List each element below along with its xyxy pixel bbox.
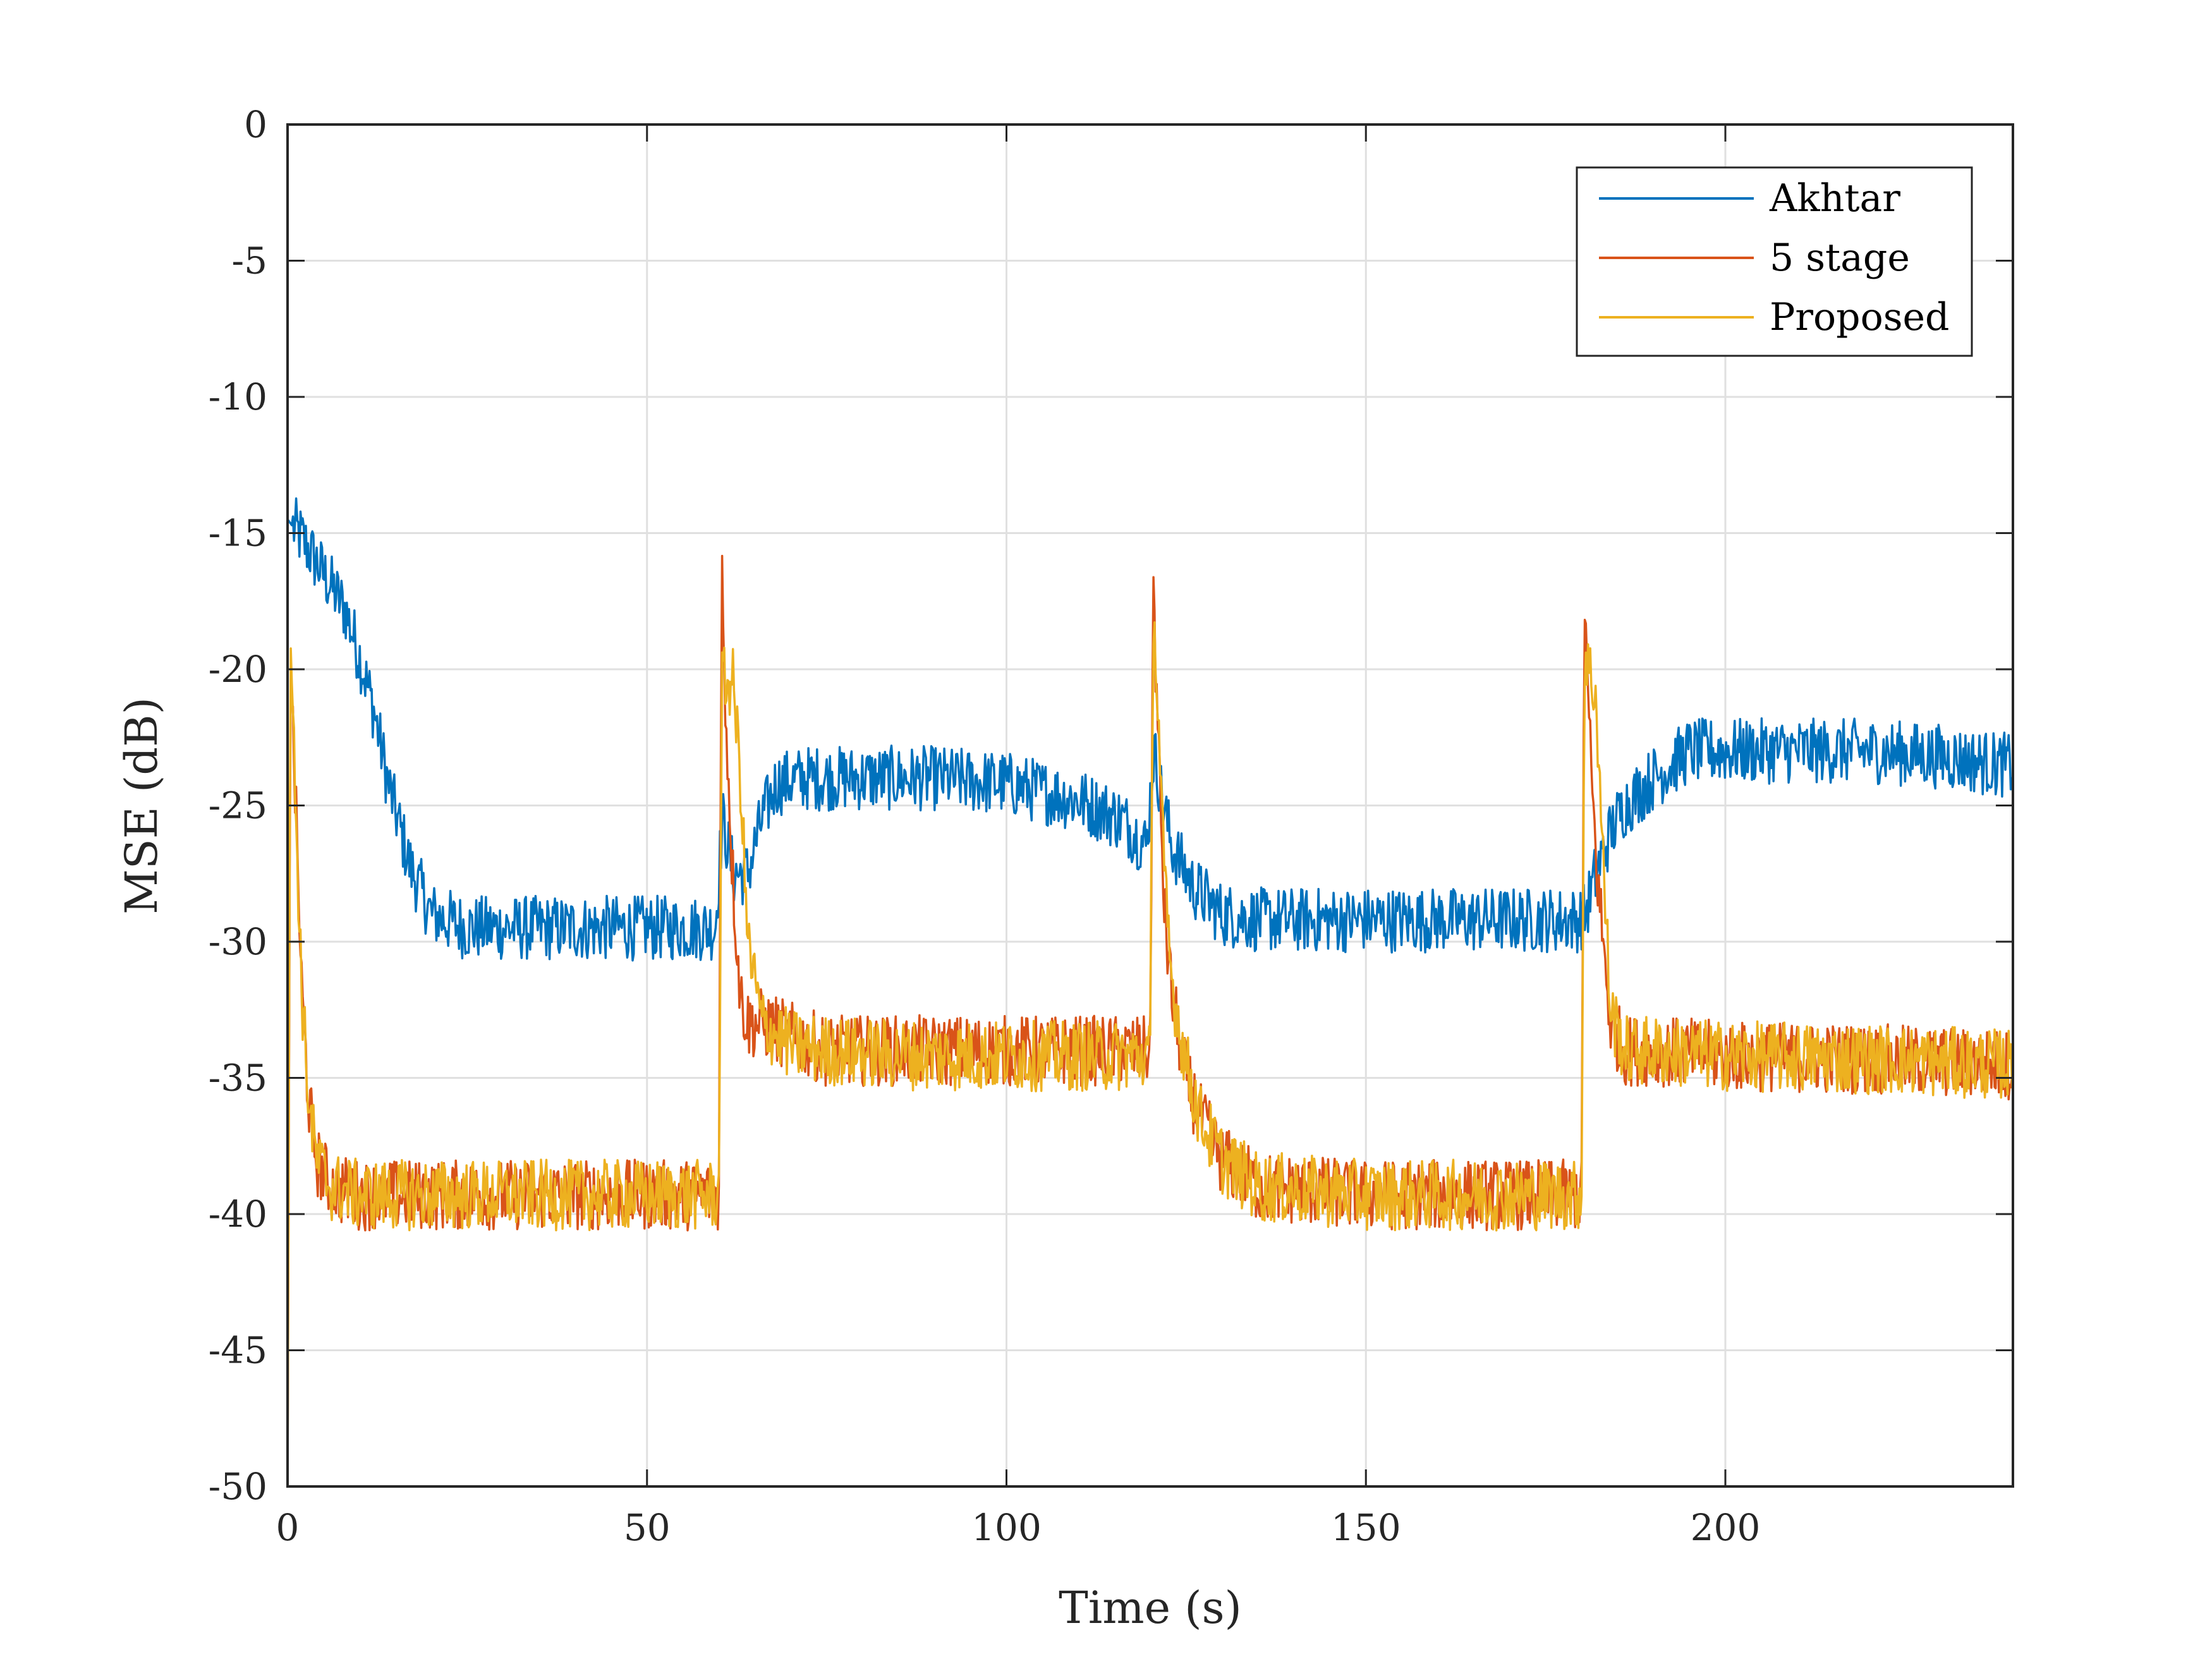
y-tick-label: -10 <box>209 375 267 418</box>
y-tick-label: -5 <box>232 240 268 283</box>
y-tick-label: -35 <box>209 1057 267 1100</box>
x-tick-label: 0 <box>276 1506 300 1549</box>
legend-label: Akhtar <box>1769 176 1900 221</box>
x-tick-label: 50 <box>624 1506 671 1549</box>
y-tick-label: -30 <box>209 920 267 963</box>
axis-ticks <box>286 123 2013 1488</box>
y-tick-label: -20 <box>209 648 267 691</box>
y-tick-label: -15 <box>209 512 267 555</box>
y-tick-label: -50 <box>209 1465 267 1508</box>
x-axis-title: Time (s) <box>1059 1582 1242 1634</box>
y-tick-label: 0 <box>244 103 267 146</box>
axis-tick-labels: 0 50 100 150 200 0 -5 -10 -15 -20 -25 -30 -35 -40 -45 -… <box>209 103 1761 1549</box>
legend: Akhtar 5 stage Proposed <box>1576 166 1973 357</box>
series-line-akhtar <box>286 497 2014 962</box>
x-tick-label: 100 <box>971 1506 1042 1549</box>
legend-label: 5 stage <box>1770 236 1910 280</box>
x-tick-label: 150 <box>1331 1506 1401 1549</box>
series-line-proposed <box>286 621 2014 1487</box>
legend-label: Proposed <box>1770 295 1949 339</box>
series-lines <box>286 497 2014 1487</box>
x-tick-label: 200 <box>1691 1506 1761 1549</box>
y-tick-label: -45 <box>209 1329 267 1372</box>
y-tick-label: -25 <box>209 784 267 827</box>
y-axis-title: MSE (dB) <box>116 697 167 915</box>
y-tick-label: -40 <box>209 1193 267 1236</box>
